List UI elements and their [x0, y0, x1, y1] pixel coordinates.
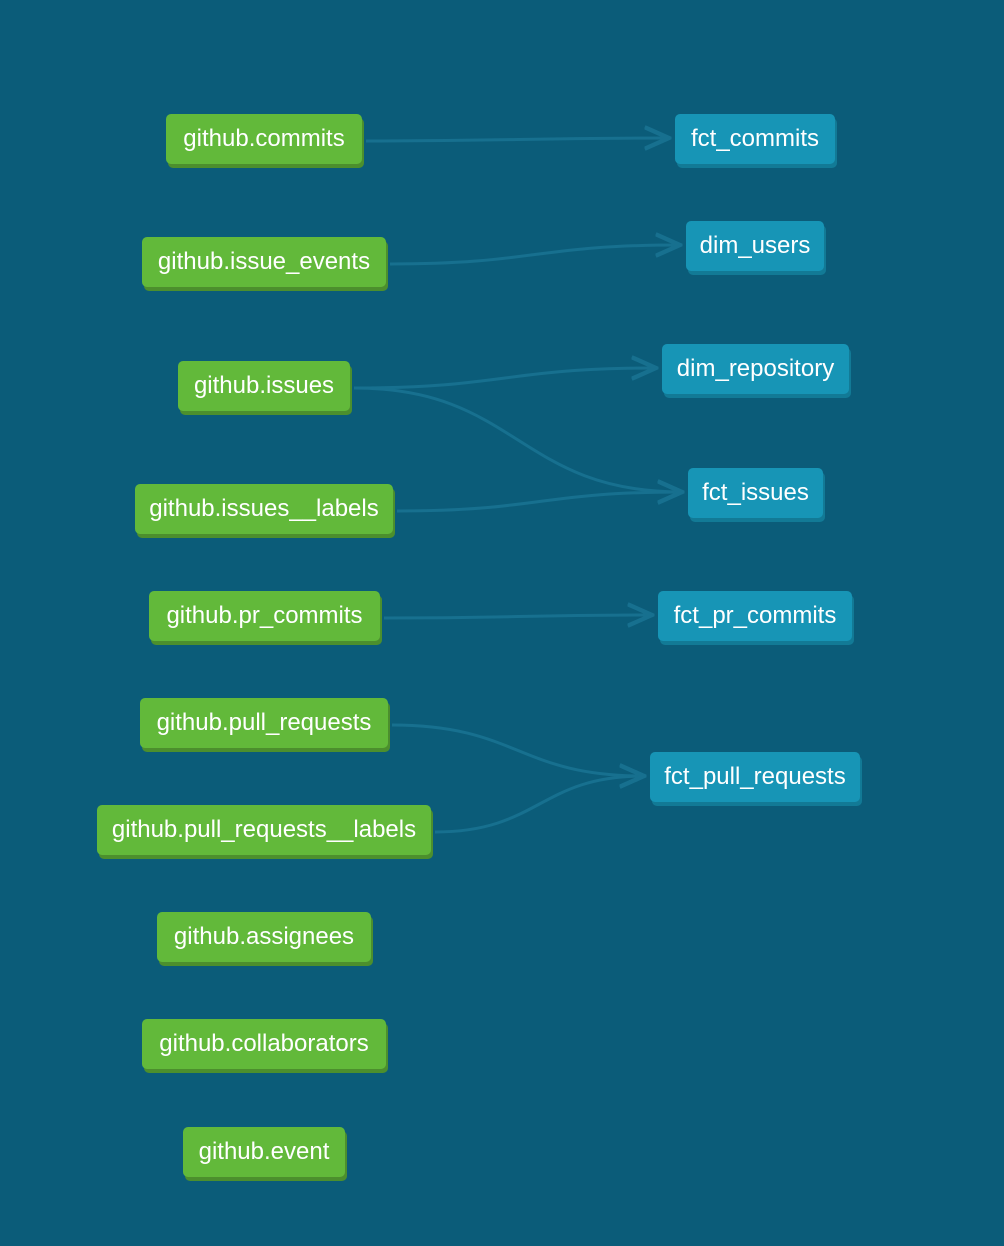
edge-issues-to-fct-issues — [353, 386, 682, 492]
source-node-issues-labels[interactable]: github.issues__labels — [135, 484, 393, 534]
source-node-commits[interactable]: github.commits — [166, 114, 362, 164]
source-node-pull-requests[interactable]: github.pull_requests — [140, 698, 388, 748]
model-node-dim-repository[interactable]: dim_repository — [662, 344, 849, 394]
edge-pull-requests-labels-to-fct-pull-requests — [434, 776, 644, 834]
source-node-event[interactable]: github.event — [183, 1127, 345, 1177]
model-node-fct-pull-requests[interactable]: fct_pull_requests — [650, 752, 860, 802]
edge-issues-labels-to-fct-issues — [396, 492, 682, 513]
source-node-pr-commits[interactable]: github.pr_commits — [149, 591, 380, 641]
model-node-fct-commits[interactable]: fct_commits — [675, 114, 835, 164]
source-node-collaborators[interactable]: github.collaborators — [142, 1019, 386, 1069]
edge-commits-to-fct-commits — [365, 138, 669, 141]
source-node-issue-events[interactable]: github.issue_events — [142, 237, 386, 287]
model-node-fct-issues[interactable]: fct_issues — [688, 468, 823, 518]
edge-issue-events-to-dim-users — [389, 245, 680, 266]
model-node-dim-users[interactable]: dim_users — [686, 221, 824, 271]
edge-pr-commits-to-fct-pr-commits — [383, 615, 652, 618]
source-node-assignees[interactable]: github.assignees — [157, 912, 371, 962]
edge-issues-to-dim-repository — [353, 368, 656, 390]
source-node-issues[interactable]: github.issues — [178, 361, 350, 411]
edge-pull-requests-to-fct-pull-requests — [391, 723, 644, 776]
model-node-fct-pr-commits[interactable]: fct_pr_commits — [658, 591, 852, 641]
source-node-pull-requests-labels[interactable]: github.pull_requests__labels — [97, 805, 431, 855]
